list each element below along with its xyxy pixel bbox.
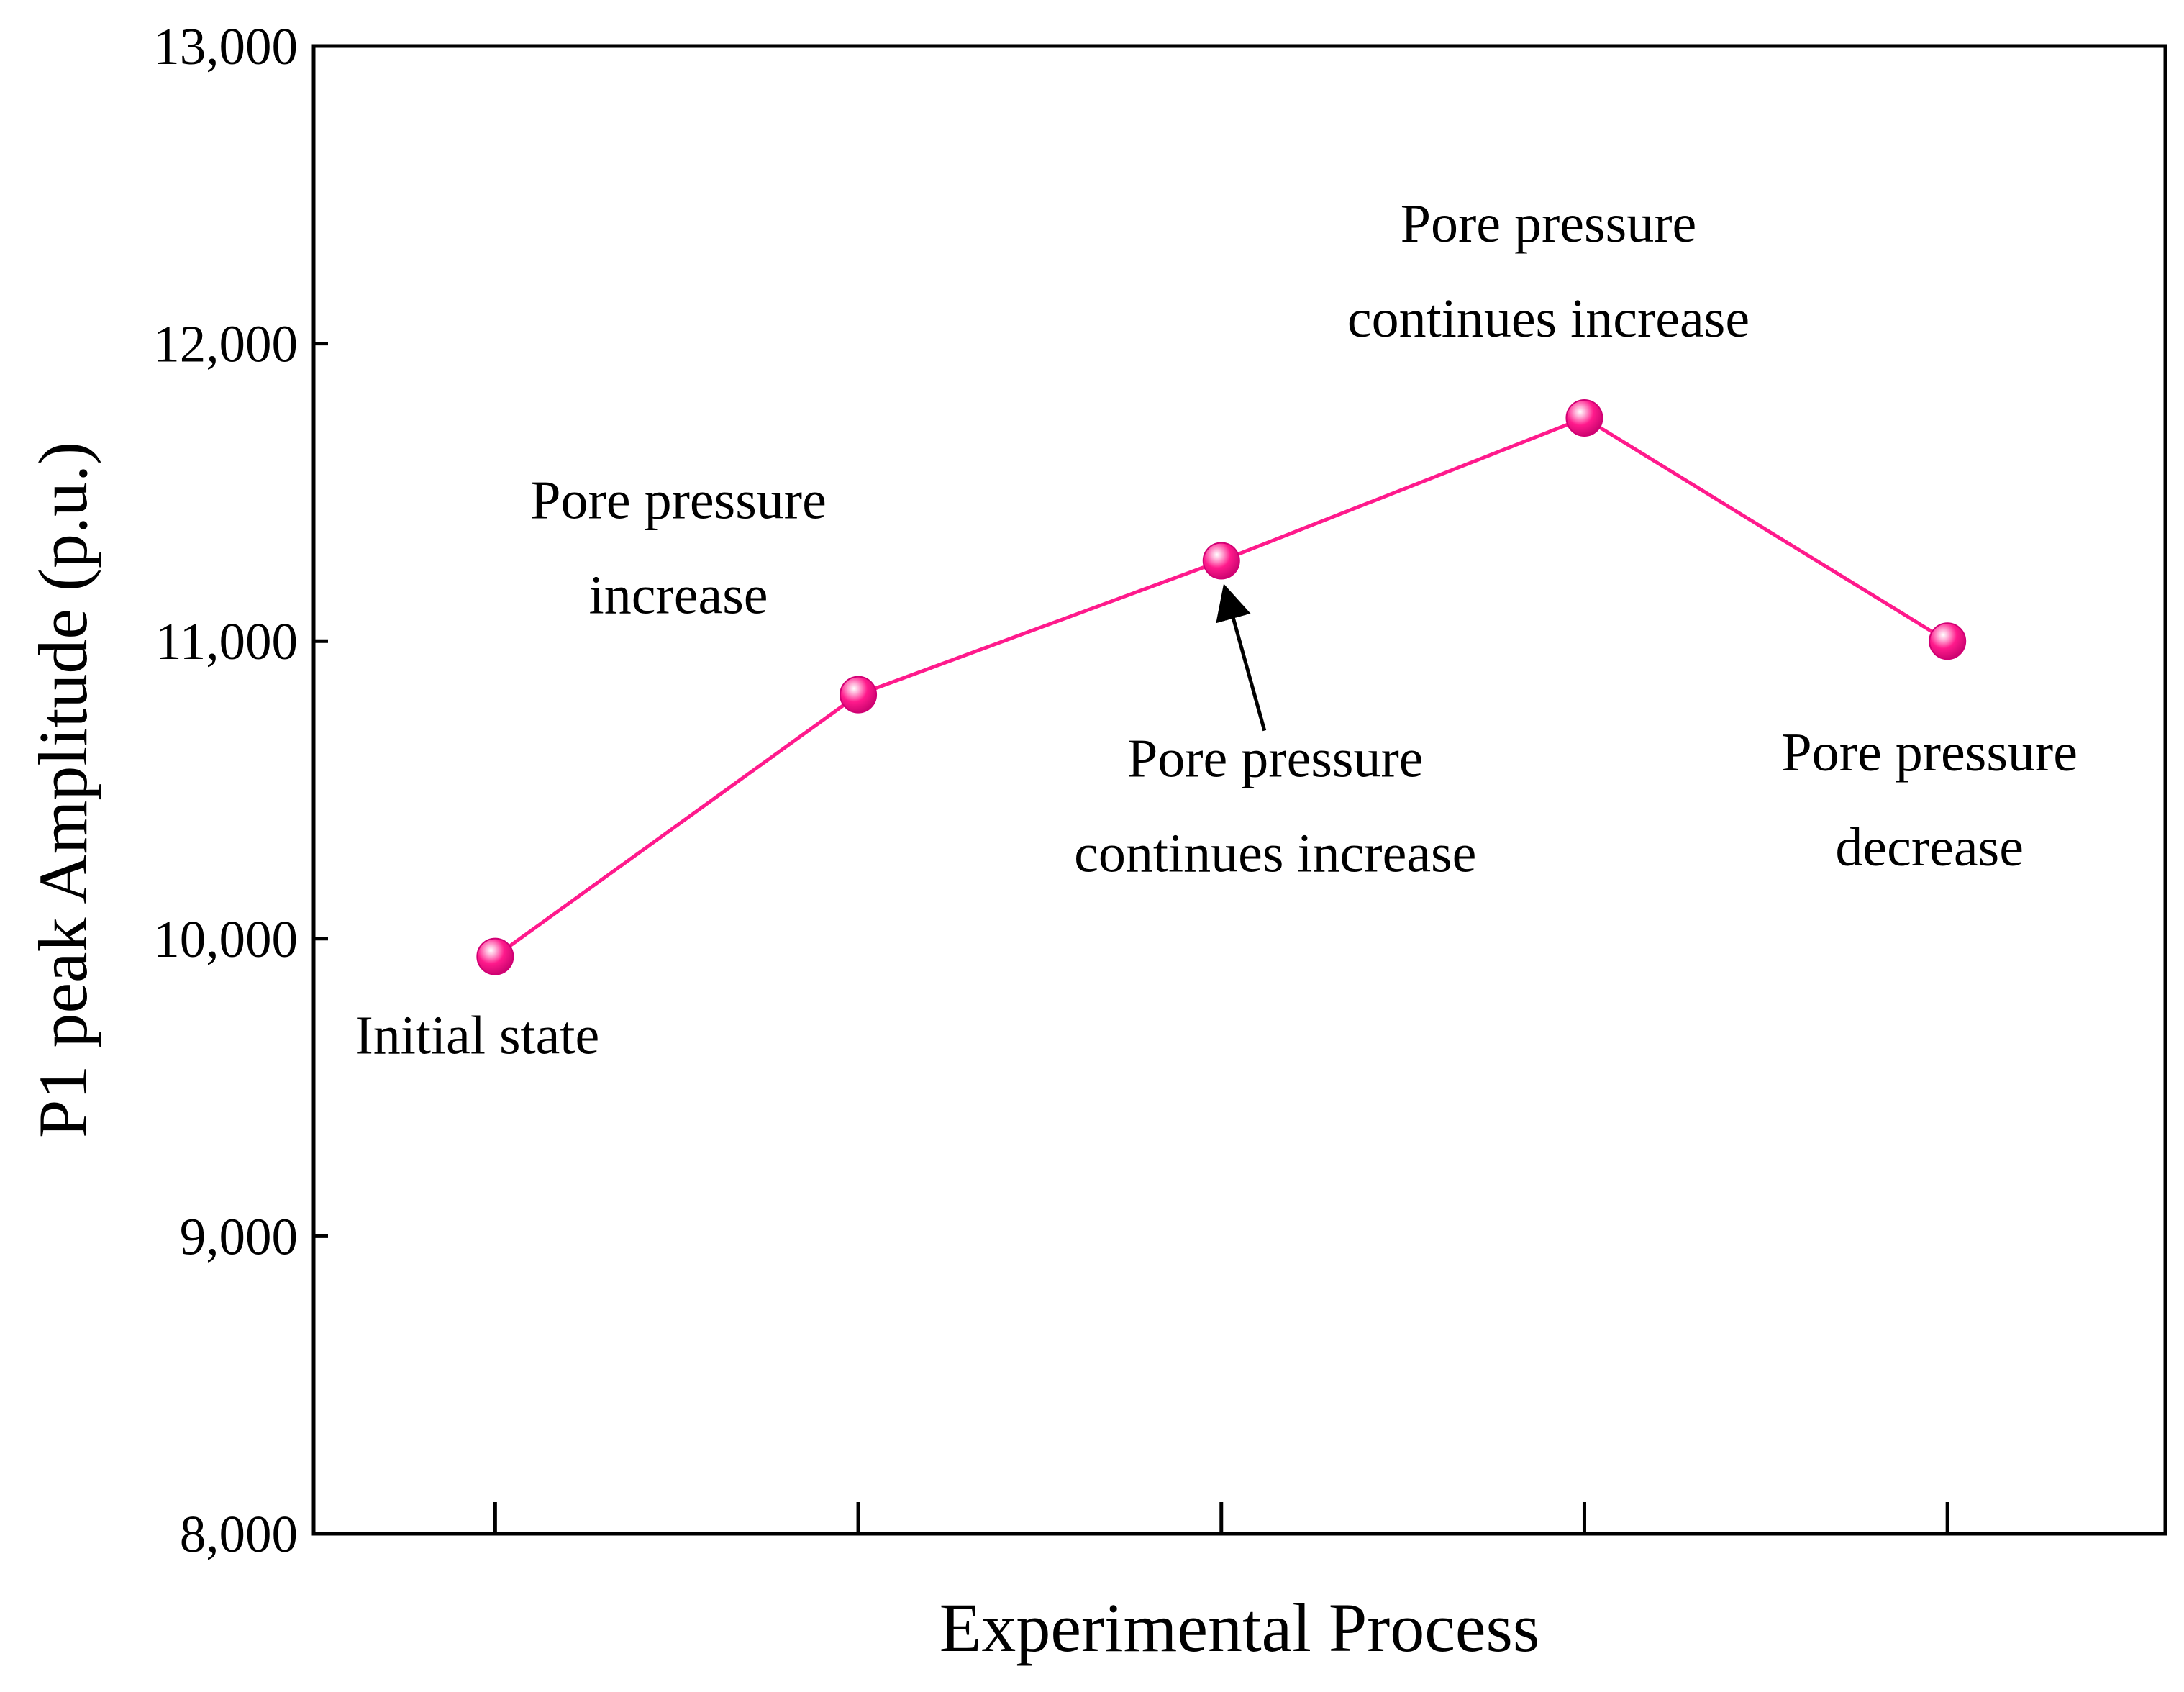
- x-axis-ticks: [493, 1502, 1949, 1534]
- data-point: [840, 676, 878, 714]
- data-point: [1929, 622, 1967, 660]
- y-tick-label: 13,000: [153, 17, 298, 76]
- y-axis-tick-labels: 8,000 9,000 10,000 11,000 12,000 13,000: [153, 17, 298, 1563]
- plot-frame: [311, 44, 2167, 1536]
- y-tick-label: 9,000: [180, 1207, 298, 1265]
- data-point: [476, 937, 514, 975]
- y-axis-ticks: [314, 44, 328, 1536]
- y-tick-label: 8,000: [180, 1505, 298, 1563]
- data-point: [1202, 542, 1240, 580]
- data-point: [1565, 399, 1603, 437]
- annotation-label: Pore pressure decrease: [1781, 722, 2078, 878]
- y-tick-label: 10,000: [153, 910, 298, 968]
- annotation-label: Pore pressure continues increase: [1347, 194, 1750, 349]
- annotations: Initial state Pore pressure increase Pore p…: [355, 194, 2077, 1066]
- annotation-label: Pore pressure continues increase: [1074, 729, 1476, 884]
- y-tick-label: 11,000: [155, 612, 298, 670]
- annotation-arrow: [1216, 583, 1267, 732]
- y-tick-label: 12,000: [153, 315, 298, 373]
- data-points: [476, 399, 1967, 975]
- annotation-label: Pore pressure increase: [530, 470, 827, 626]
- y-axis-title: P1 peak Amplitude (p.u.): [24, 442, 101, 1138]
- annotation-label: Initial state: [355, 1006, 599, 1066]
- x-axis-title: Experimental Process: [939, 1589, 1539, 1666]
